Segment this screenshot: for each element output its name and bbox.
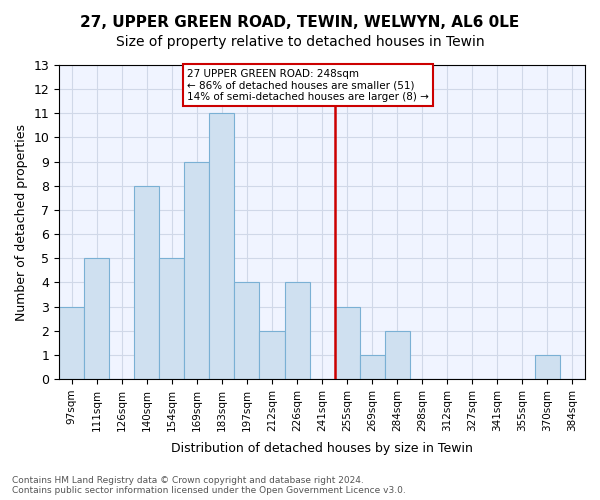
Text: 27 UPPER GREEN ROAD: 248sqm
← 86% of detached houses are smaller (51)
14% of sem: 27 UPPER GREEN ROAD: 248sqm ← 86% of det… [187,68,429,102]
Bar [184,162,209,379]
Bar [59,306,84,379]
Bar [209,114,235,379]
Bar [134,186,160,379]
Y-axis label: Number of detached properties: Number of detached properties [15,124,28,320]
Bar [284,282,310,379]
Bar [235,282,259,379]
Bar [160,258,184,379]
Text: Contains HM Land Registry data © Crown copyright and database right 2024.
Contai: Contains HM Land Registry data © Crown c… [12,476,406,495]
X-axis label: Distribution of detached houses by size in Tewin: Distribution of detached houses by size … [171,442,473,455]
Bar [84,258,109,379]
Bar [259,330,284,379]
Bar [385,330,410,379]
Bar [535,355,560,379]
Bar [359,355,385,379]
Text: 27, UPPER GREEN ROAD, TEWIN, WELWYN, AL6 0LE: 27, UPPER GREEN ROAD, TEWIN, WELWYN, AL6… [80,15,520,30]
Text: Size of property relative to detached houses in Tewin: Size of property relative to detached ho… [116,35,484,49]
Bar [335,306,359,379]
